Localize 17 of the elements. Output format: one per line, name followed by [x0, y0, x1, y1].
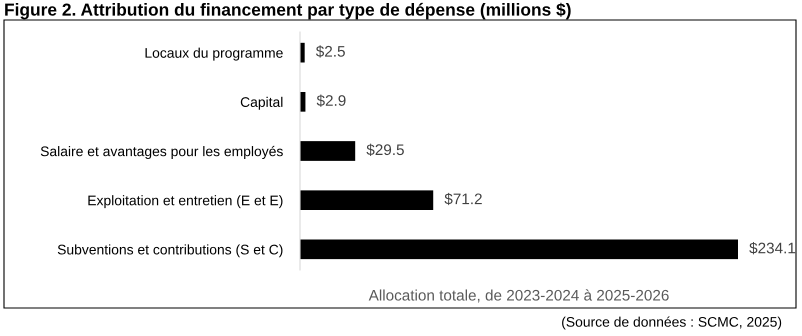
data-label: $2.5 [316, 45, 345, 58]
data-label: $29.5 [366, 144, 404, 156]
bar [300, 141, 356, 161]
chart-title: Figure 2. Attribution du financement par type de dépense (millions $) [5, 2, 571, 20]
y-tick-label: Exploitation et entretien (E et E) [88, 195, 282, 208]
data-label: $234.1 [749, 242, 796, 254]
text: (Source de données : SCMC, 2025) [562, 316, 782, 330]
data-label: $2.9 [316, 94, 346, 107]
x-axis-title: Allocation totale, de 2023-2024 à 2025-2026 [368, 289, 669, 302]
bar [300, 92, 306, 112]
y-tick-label: Subventions et contributions (S et C) [58, 244, 282, 258]
y-tick-label: Capital [240, 96, 282, 110]
bar [300, 190, 434, 210]
bar [300, 240, 738, 260]
y-tick-label: Salaire et avantages pour les employés [40, 146, 283, 159]
y-tick-label: Locaux du programme [146, 48, 283, 61]
data-label: $71.2 [444, 192, 482, 206]
